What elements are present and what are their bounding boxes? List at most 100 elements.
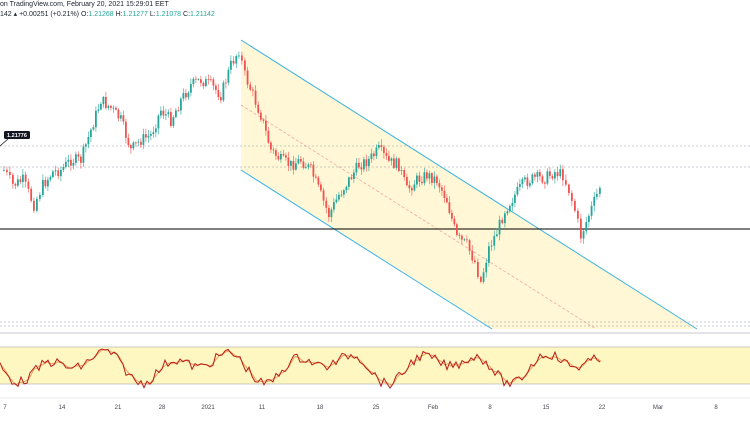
candle-body: [77, 154, 80, 157]
candle-body: [305, 167, 307, 168]
candle-body: [358, 162, 360, 168]
candle-body: [157, 115, 160, 129]
close-label: C:: [183, 11, 191, 18]
candle-body: [210, 79, 212, 81]
candle-body: [596, 193, 598, 197]
candle-body: [49, 177, 52, 180]
candle-body: [322, 190, 325, 201]
candle-body: [418, 175, 421, 182]
candle-body: [200, 79, 202, 83]
candle-body: [300, 158, 302, 162]
candle-body: [177, 110, 180, 112]
candle-body: [241, 55, 243, 61]
candle-body: [577, 210, 579, 219]
price-tag-pointer: [0, 138, 9, 147]
candle-body: [102, 96, 105, 104]
candle-body: [534, 174, 536, 177]
candle-body: [453, 218, 456, 225]
candle-body: [290, 161, 292, 166]
candle-body: [348, 177, 350, 187]
candle-body: [82, 146, 85, 163]
candle-body: [227, 69, 230, 83]
chart-header-ohlc: 142 ▴ +0.00251 (+0.21%) O:1.21268 H:1.21…: [0, 10, 215, 18]
candle-body: [22, 174, 24, 182]
candle-body: [142, 134, 145, 145]
x-tick-label: 25: [373, 405, 380, 411]
candle-body: [117, 109, 120, 119]
chart-header-line1: on TradingView.com, February 20, 2021 15…: [0, 1, 169, 8]
channel-lower-line: [240, 169, 493, 330]
candle-body: [260, 112, 262, 120]
candle-body: [403, 170, 406, 178]
candle-body: [551, 175, 554, 179]
candle-body: [165, 114, 167, 116]
candle-body: [39, 194, 41, 199]
candle-body: [170, 112, 172, 126]
candle-body: [285, 155, 287, 158]
candle-body: [12, 174, 14, 184]
candle-body: [280, 154, 282, 160]
candle-body: [235, 56, 238, 64]
candle-body: [202, 82, 205, 87]
candle-body: [488, 246, 490, 263]
candle-body: [17, 179, 19, 186]
candle-body: [461, 235, 463, 240]
x-tick-label: 18: [317, 405, 324, 411]
candle-body: [238, 55, 240, 57]
candle-body: [468, 240, 471, 251]
candle-body: [524, 177, 526, 180]
candle-body: [100, 103, 102, 110]
candle-body: [212, 79, 215, 86]
high-label: H:: [115, 11, 123, 18]
candle-body: [471, 250, 474, 261]
candle-body: [370, 153, 373, 159]
candle-body: [310, 164, 312, 166]
close-value: 1.21142: [190, 11, 215, 18]
candle-body: [14, 183, 17, 186]
candle-body: [353, 172, 355, 179]
candle-body: [458, 234, 461, 236]
candle-body: [565, 180, 567, 185]
candle-body: [433, 176, 436, 183]
candle-body: [122, 115, 125, 122]
candle-body: [277, 155, 280, 160]
candle-body: [97, 109, 100, 111]
candle-body: [265, 120, 267, 131]
candle-body: [400, 170, 403, 171]
candle-body: [244, 60, 246, 71]
candle-body: [87, 136, 90, 145]
candle-body: [568, 184, 570, 194]
candle-body: [217, 89, 220, 98]
candle-body: [593, 196, 596, 206]
candle-body: [441, 187, 443, 191]
candle-body: [19, 179, 22, 182]
candle-body: [187, 92, 190, 98]
candle-body: [175, 110, 177, 118]
candle-body: [496, 234, 498, 237]
candle-body: [428, 173, 431, 179]
candle-body: [393, 158, 395, 168]
candle-body: [30, 188, 33, 201]
candle-body: [333, 202, 335, 210]
candle-body: [130, 145, 132, 149]
candle-body: [590, 205, 593, 216]
x-tick-label: 7: [3, 405, 7, 411]
x-tick-label: 28: [159, 405, 166, 411]
candle-body: [438, 183, 441, 188]
x-tick-label: 8: [714, 405, 718, 411]
candle-body: [120, 115, 122, 119]
candle-body: [180, 98, 182, 111]
candle-body: [220, 97, 222, 101]
candle-body: [147, 135, 150, 138]
candle-body: [72, 162, 75, 166]
candle-body: [498, 219, 501, 235]
candle-body: [85, 144, 87, 147]
x-tick-label: 14: [59, 405, 66, 411]
candle-body: [162, 110, 165, 116]
candle-body: [167, 112, 170, 115]
candle-body: [546, 171, 549, 184]
candle-body: [549, 171, 551, 176]
stoch-k-line: [0, 348, 601, 389]
candle-body: [292, 161, 295, 170]
